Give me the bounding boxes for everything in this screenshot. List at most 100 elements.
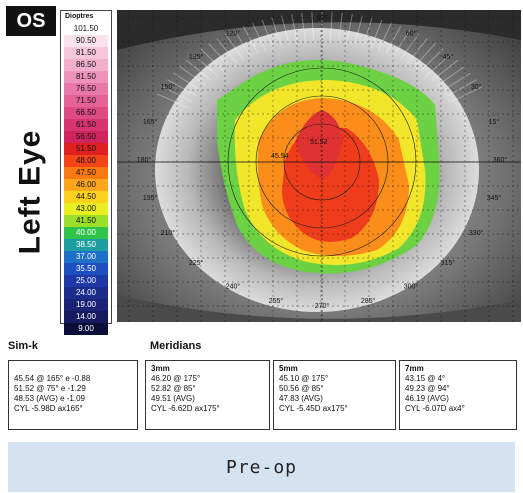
simk-line: 51.52 @ 75° e -1.29 (14, 384, 86, 393)
zone-line: 49.23 @ 94° (405, 384, 450, 393)
zone-line: CYL -5.45D ax175° (279, 404, 348, 413)
lash-line (208, 43, 231, 68)
angle-label: 255° (269, 297, 284, 305)
scale-row: 44.50 (64, 191, 108, 203)
scale-row: 46.00 (64, 179, 108, 191)
zone-line: 52.82 @ 85° (151, 384, 196, 393)
scale-row: 81.50 (64, 47, 108, 59)
angle-label: 15° (489, 118, 500, 126)
zone-line: 43.15 @ 4° (405, 374, 446, 383)
angle-label: 180° (137, 156, 152, 164)
scale-title: Dioptres (65, 13, 94, 20)
lash-line (156, 93, 189, 108)
angle-label: 135° (189, 53, 204, 61)
lash-line (252, 22, 267, 51)
scale-row: 101.50 (64, 23, 108, 35)
zone-line: 45.10 @ 175° (279, 374, 329, 383)
lash-line (167, 79, 197, 97)
lash-line (399, 33, 420, 60)
steep-k-label: 51.52 (310, 139, 328, 146)
scale-row: 47.50 (64, 167, 108, 179)
lash-line (172, 72, 202, 92)
lash-line (346, 13, 353, 44)
lash-line (337, 12, 343, 43)
eye-side-text: Left Eye (13, 129, 46, 255)
scale-row: 90.50 (64, 35, 108, 47)
dioptre-color-scale: Dioptres 101.50 90.50 81.50 86.50 81.50 76.50… (60, 10, 112, 335)
lash-line (179, 65, 207, 86)
lash-line (261, 19, 274, 49)
scale-row: 66.50 (64, 107, 108, 119)
lash-line (451, 86, 483, 103)
angle-label: 225° (189, 259, 204, 267)
angle-label: 315° (441, 259, 456, 267)
zone-line: 46.19 (AVG) (405, 394, 449, 403)
scale-row: 43.00 (64, 203, 108, 215)
lash-line (281, 15, 290, 46)
lash-line (377, 22, 392, 51)
simk-title: Sim-k (8, 340, 38, 352)
lash-line (370, 19, 383, 49)
lash-line (192, 53, 218, 77)
steep-red-zone (295, 110, 343, 180)
scale-row: 51.50 (64, 143, 108, 155)
preop-caption: Pre-op (225, 456, 298, 478)
eye-code-label: OS (6, 6, 56, 36)
topography-colors (217, 60, 440, 274)
lash-line (242, 26, 259, 54)
lash-line (311, 12, 315, 43)
lash-line (362, 17, 373, 47)
angle-label: 120° (226, 30, 241, 38)
angle-label: 285° (361, 297, 376, 305)
simk-header-spacer (14, 364, 132, 374)
angle-label: 150° (161, 83, 176, 91)
lash-line (447, 79, 477, 97)
preop-caption-banner: Pre-op (8, 442, 515, 492)
zone-line: CYL -6.62D ax175° (151, 404, 220, 413)
zone-label: 7mm (405, 364, 424, 373)
scale-row: 71.50 (64, 95, 108, 107)
zone-line: 47.83 (AVG) (279, 394, 323, 403)
corneal-topography-map: 120°90°60°135° 45°150° 30°165° 15°360°180°3… (117, 10, 521, 322)
angle-label: 165° (143, 118, 158, 126)
angle-label: 345° (487, 194, 502, 202)
meridian-3mm-box: 3mm 46.20 @ 175° 52.82 @ 85° 49.51 (AVG)… (145, 360, 270, 430)
meridian-5mm-box: 5mm 45.10 @ 175° 50.56 @ 85° 47.83 (AVG)… (273, 360, 396, 430)
polar-grid (117, 10, 521, 322)
lash-line (413, 43, 436, 68)
lash-line (406, 38, 428, 64)
eye-side-label: Left Eye (4, 86, 56, 298)
lash-line (419, 48, 444, 72)
zone-line: 46.20 @ 175° (151, 374, 201, 383)
simk-box: 45.54 @ 165° e -0.88 51.52 @ 75° e -1.29… (8, 360, 138, 430)
angle-label: 30° (471, 83, 482, 91)
lash-line (161, 86, 193, 103)
scale-row: 25.00 (64, 275, 108, 287)
scale-row: 61.50 (64, 119, 108, 131)
meridian-7mm-box: 7mm 43.15 @ 4° 49.23 @ 94° 46.19 (AVG) C… (399, 360, 517, 430)
simk-line: CYL -5.98D ax165° (14, 404, 83, 413)
simk-line: 48.53 (AVG) e -1.09 (14, 394, 85, 403)
scale-row: 76.50 (64, 83, 108, 95)
scale-row: 86.50 (64, 59, 108, 71)
lash-line (216, 38, 238, 64)
lash-line (200, 48, 225, 72)
scale-row: 37.00 (64, 251, 108, 263)
angle-label: 60° (406, 30, 417, 38)
scale-rows: 101.50 90.50 81.50 86.50 81.50 76.50 71.50 66.5… (61, 23, 111, 335)
lash-line (437, 65, 465, 86)
angle-label: 240° (226, 282, 241, 290)
lash-line (329, 12, 333, 43)
angle-label: 45° (443, 53, 454, 61)
simk-line: 45.54 @ 165° e -0.88 (14, 374, 91, 383)
lash-line (185, 59, 213, 81)
lash-line (431, 59, 459, 81)
lash-line (426, 53, 452, 77)
meridians-title: Meridians (150, 340, 202, 352)
scale-row: 81.50 (64, 71, 108, 83)
scale-row: 41.50 (64, 215, 108, 227)
scale-row: 9.00 (64, 323, 108, 335)
scale-row: 14.00 (64, 311, 108, 323)
scale-row: 24.00 (64, 287, 108, 299)
angle-label: 360° (493, 156, 508, 164)
